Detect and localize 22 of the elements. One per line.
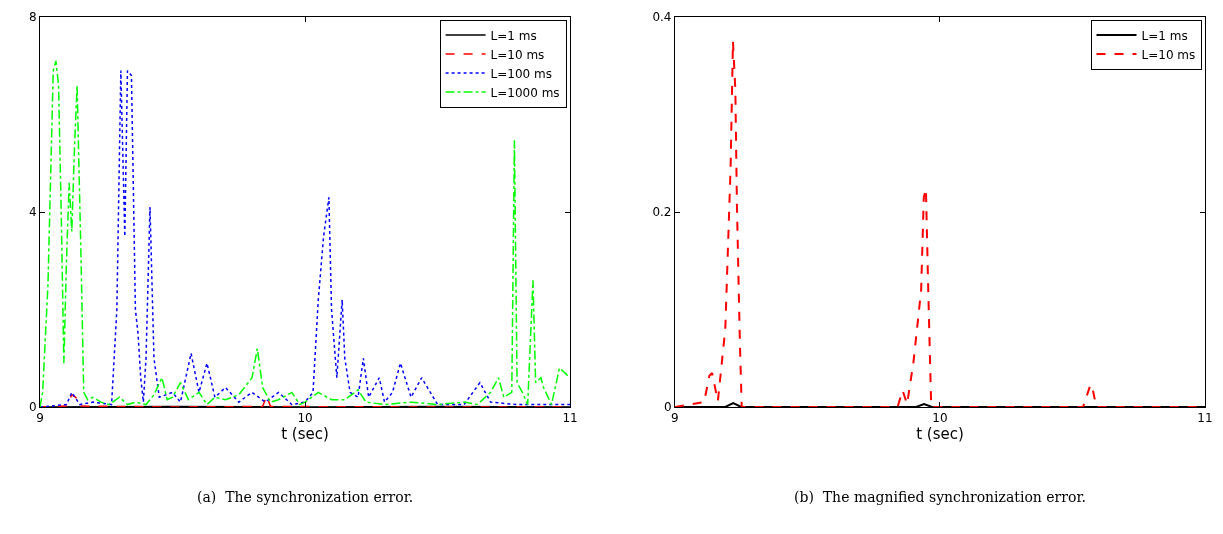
y-tick-label: 4 xyxy=(28,205,37,220)
x-tick-label: 11 xyxy=(1197,411,1213,426)
y-tick-label: 8 xyxy=(28,10,37,25)
legend-label: L=100 ms xyxy=(490,66,552,81)
x-tick-label: 10 xyxy=(932,411,948,426)
legend-label: L=10 ms xyxy=(490,47,545,62)
x-tick-label: 10 xyxy=(297,411,313,426)
legend-label: L=10 ms xyxy=(1141,47,1196,62)
y-tick-label: 0 xyxy=(663,400,672,415)
x-tick-label: 9 xyxy=(36,411,44,426)
text: (a) The synchronization error. xyxy=(197,489,414,505)
text: (b) The magnified synchronization error. xyxy=(794,489,1086,505)
x-tick-label: 9 xyxy=(671,411,679,426)
legend-label: L=1 ms xyxy=(1141,28,1188,43)
y-tick-label: 0 xyxy=(28,400,37,415)
legend-label: L=1 ms xyxy=(490,28,537,43)
legend-label: L=1000 ms xyxy=(490,85,560,100)
y-tick-label: 0.4 xyxy=(652,10,672,25)
y-tick-label: 0.2 xyxy=(652,205,672,220)
x-axis-title: t (sec) xyxy=(916,425,964,444)
x-tick-label: 11 xyxy=(562,411,578,426)
x-axis-title: t (sec) xyxy=(281,425,329,444)
